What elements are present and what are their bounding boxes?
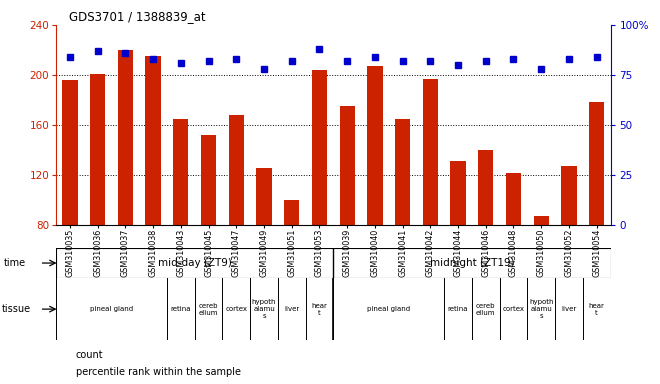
Text: hear
t: hear t — [312, 303, 327, 316]
Bar — [228, 115, 244, 225]
Text: time: time — [3, 258, 26, 268]
Text: retina: retina — [170, 306, 191, 312]
Bar — [506, 174, 521, 225]
Text: cereb
ellum: cereb ellum — [199, 303, 218, 316]
Bar — [117, 50, 133, 225]
Text: cereb
ellum: cereb ellum — [476, 303, 496, 316]
Bar — [422, 79, 438, 225]
Text: mid-day (ZT9): mid-day (ZT9) — [158, 258, 232, 268]
Text: retina: retina — [447, 306, 469, 312]
Bar — [450, 161, 466, 225]
Bar — [533, 216, 549, 225]
Bar — [589, 103, 605, 225]
Text: cortex: cortex — [225, 306, 248, 312]
Text: liver: liver — [284, 306, 300, 312]
Text: percentile rank within the sample: percentile rank within the sample — [76, 367, 241, 377]
Bar — [284, 200, 300, 225]
Bar — [62, 80, 78, 225]
Text: tissue: tissue — [1, 304, 30, 314]
Bar — [367, 66, 383, 225]
Bar — [561, 166, 577, 225]
Bar — [312, 70, 327, 225]
Text: hypoth
alamu
s: hypoth alamu s — [529, 299, 554, 319]
Text: GDS3701 / 1388839_at: GDS3701 / 1388839_at — [69, 10, 206, 23]
Bar — [145, 56, 161, 225]
Text: cortex: cortex — [502, 306, 525, 312]
Bar — [478, 150, 494, 225]
Text: hypoth
alamu
s: hypoth alamu s — [251, 299, 277, 319]
Text: count: count — [76, 350, 104, 360]
Bar — [256, 169, 272, 225]
Bar — [395, 119, 411, 225]
Bar — [339, 106, 355, 225]
Text: liver: liver — [561, 306, 577, 312]
Text: hear
t: hear t — [589, 303, 605, 316]
Bar — [90, 74, 106, 225]
Text: pineal gland: pineal gland — [367, 306, 411, 312]
Bar — [173, 119, 189, 225]
Text: pineal gland: pineal gland — [90, 306, 133, 312]
Text: midnight (ZT19): midnight (ZT19) — [430, 258, 514, 268]
Bar — [201, 135, 216, 225]
